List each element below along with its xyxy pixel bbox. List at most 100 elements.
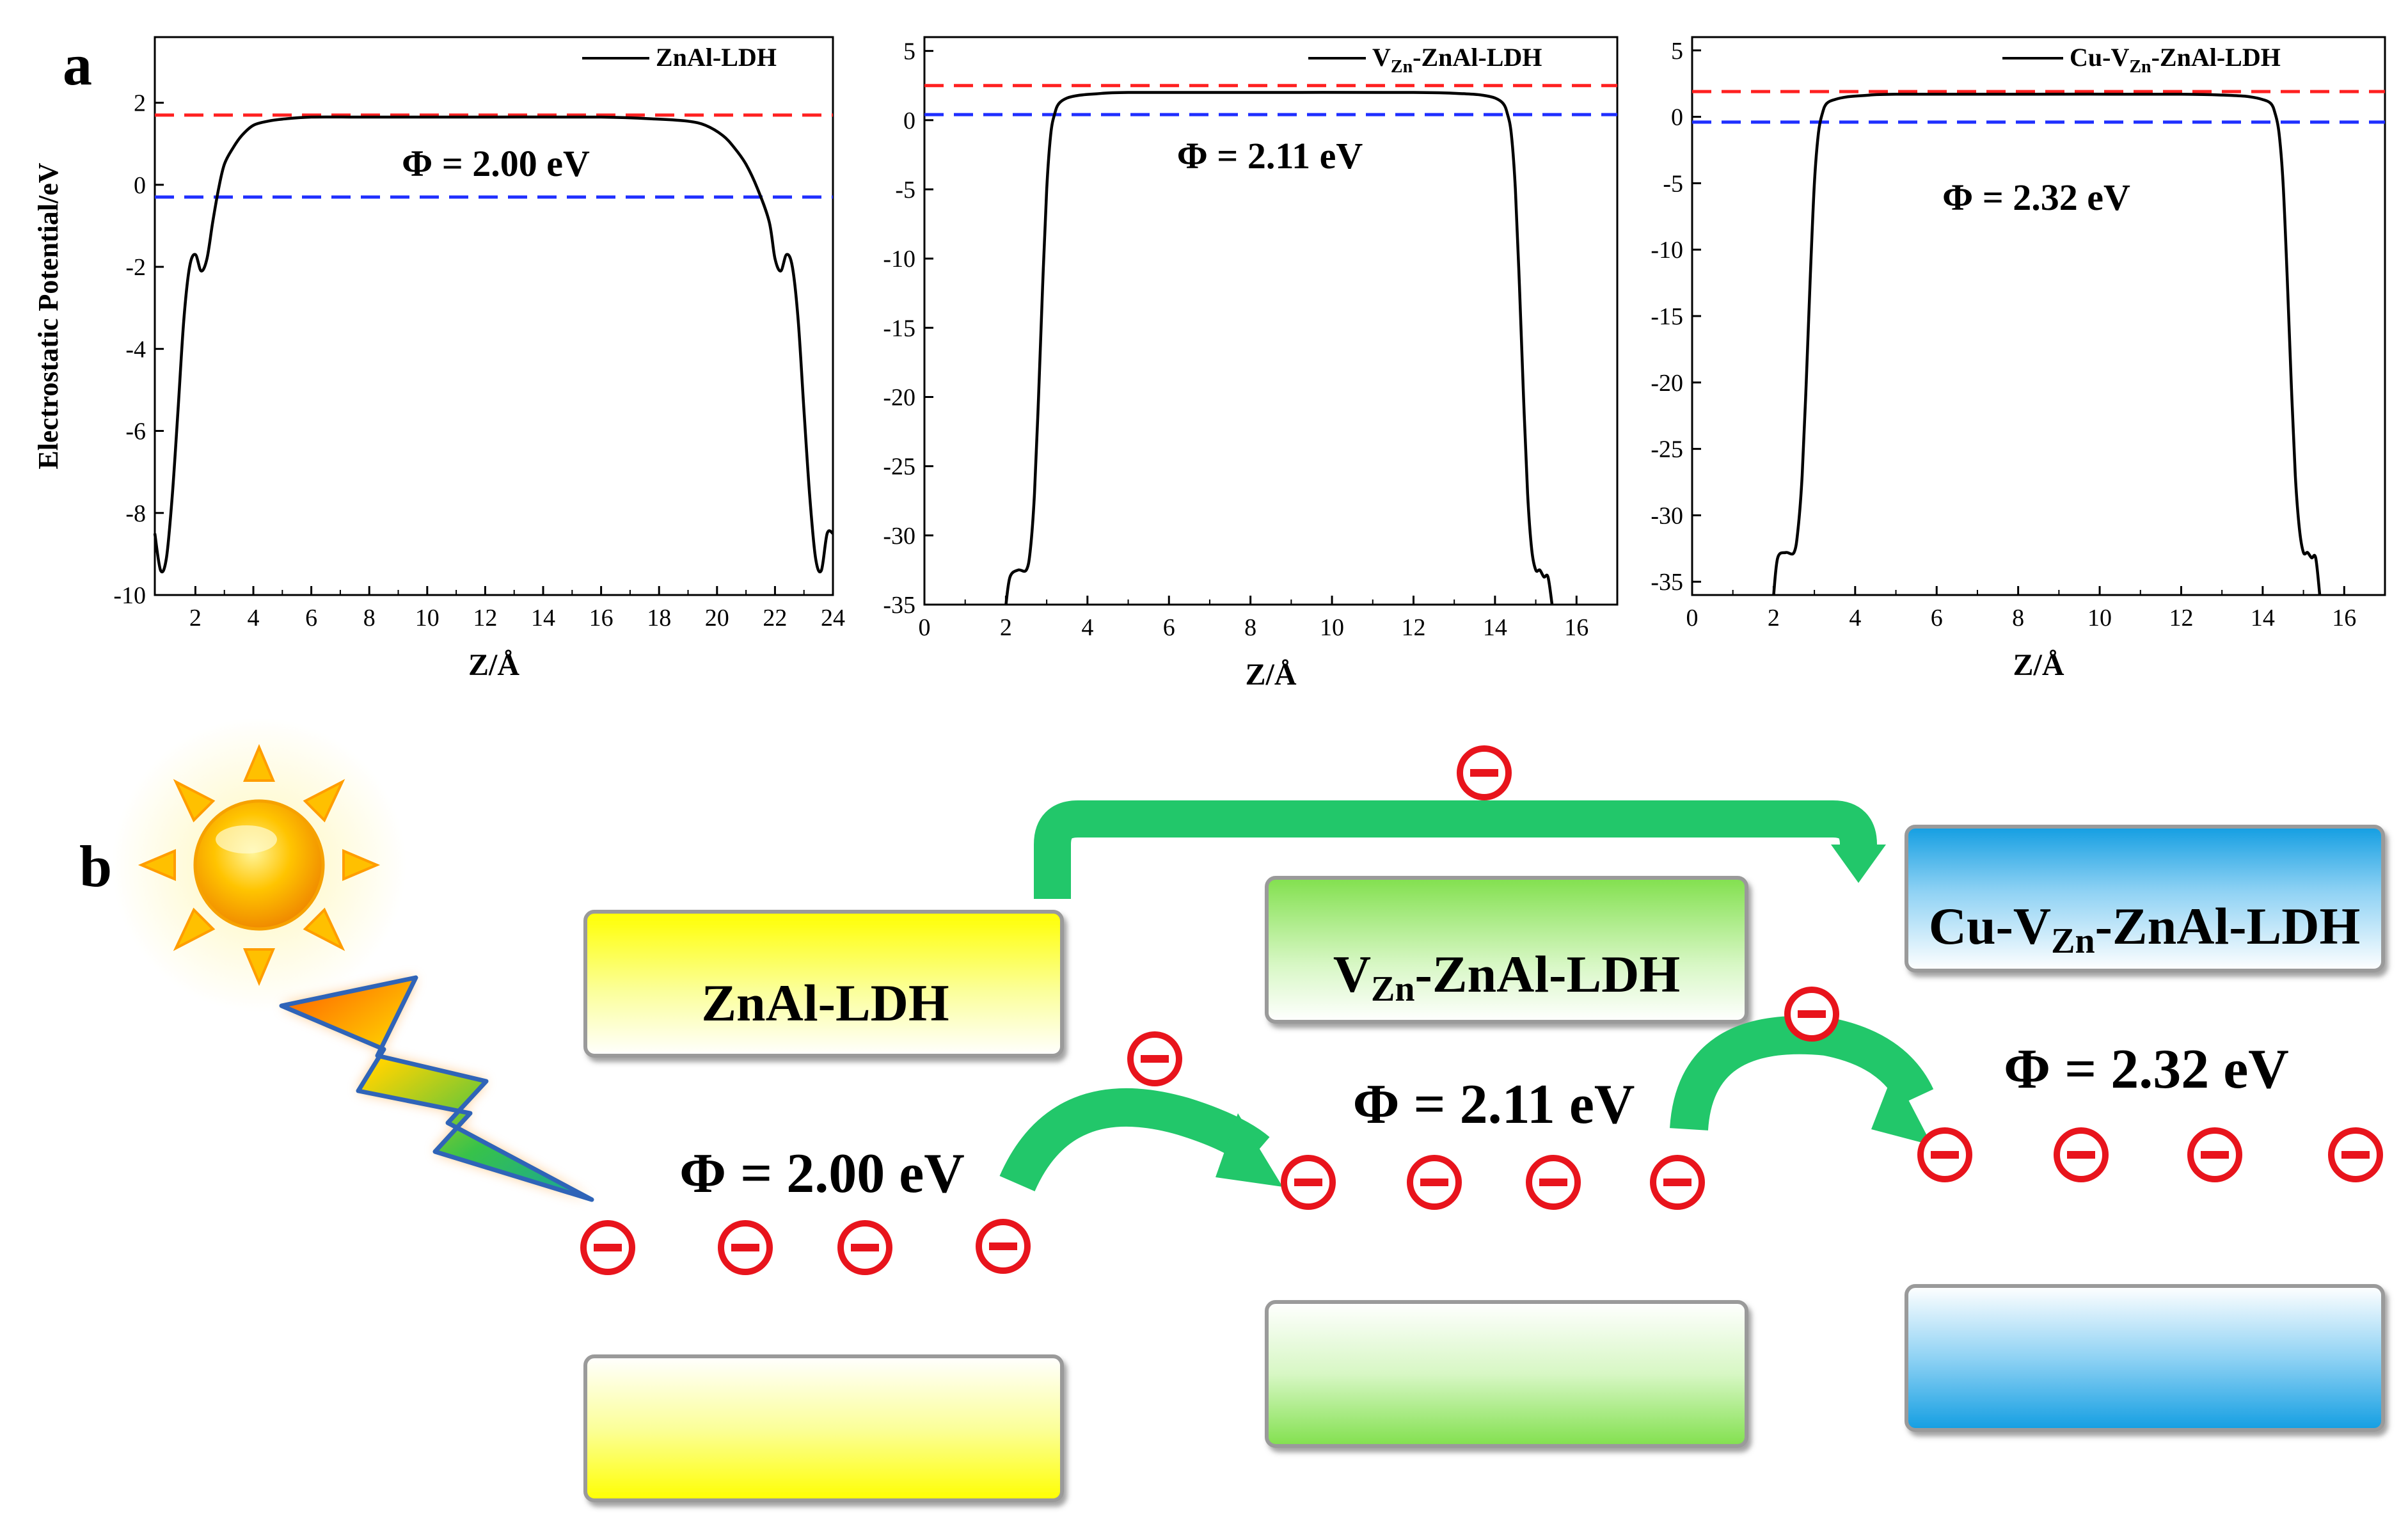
potential-plot-znal: 2 4 6 8 10 12 14 16 18 20 22 24-10-8-6-4-202Z/ÅElec…	[33, 36, 845, 682]
electron-icon	[2328, 1127, 2383, 1182]
y-tick-label: -4	[125, 336, 146, 363]
legend-label: Cu-VZn-ZnAl-LDH	[2070, 43, 2281, 77]
y-tick-label: -20	[1651, 370, 1683, 397]
phi-label-znal: Φ = 2.00 eV	[679, 1143, 965, 1205]
band-cu-conduction	[1905, 825, 2385, 972]
y-tick-label: -35	[1651, 569, 1683, 596]
y-tick-label: -25	[1651, 436, 1683, 463]
band-znal-valence	[583, 1354, 1064, 1502]
x-tick-label: 6	[1931, 605, 1943, 631]
x-tick-label: 4	[248, 605, 260, 631]
phi-label-cu: Φ = 2.32 eV	[2004, 1038, 2289, 1100]
electron-icon	[718, 1220, 773, 1275]
x-tick-label: 12	[2169, 605, 2193, 631]
panel-label-b: b	[79, 834, 112, 899]
x-tick-label: 2	[1768, 605, 1780, 631]
electron-icon	[1281, 1155, 1336, 1210]
x-tick-label: 8	[1244, 614, 1256, 641]
band-cu-label: Cu-VZn-ZnAl-LDH	[1929, 897, 2360, 961]
electron-icon	[1784, 987, 1839, 1042]
electron-icon	[580, 1220, 635, 1275]
x-tick-label: 4	[1081, 614, 1093, 641]
y-tick-label: -2	[125, 254, 146, 281]
x-tick-label: 10	[1320, 614, 1344, 641]
x-tick-label: 14	[531, 605, 555, 631]
x-axis-label: Z/Å	[2013, 648, 2064, 682]
band-znal-label: ZnAl-LDH	[701, 974, 949, 1032]
x-tick-label: 12	[1401, 614, 1425, 641]
electron-icon	[1127, 1031, 1182, 1086]
transfer-arrow-znal-to-vzn	[999, 1088, 1283, 1192]
y-tick-label: -8	[125, 500, 146, 527]
x-axis-label: Z/Å	[1245, 658, 1296, 692]
x-tick-label: 14	[1483, 614, 1507, 641]
plot-frame	[923, 36, 1619, 606]
y-tick-label: 5	[903, 38, 915, 65]
x-tick-label: 2	[1000, 614, 1012, 641]
x-tick-label: 0	[919, 614, 931, 641]
y-tick-label: -10	[113, 582, 146, 609]
electrons	[580, 745, 2383, 1275]
y-tick-label: -15	[1651, 303, 1683, 330]
phi-annotation: Φ = 2.00 eV	[402, 143, 590, 184]
y-tick-label: -20	[883, 384, 915, 411]
band-vzn-valence	[1265, 1300, 1748, 1448]
x-tick-label: 8	[363, 605, 376, 631]
electron-icon	[2054, 1127, 2109, 1182]
x-tick-label: 16	[1564, 614, 1588, 641]
potential-curve	[153, 115, 834, 574]
x-tick-label: 16	[2332, 605, 2356, 631]
band-cu-valence	[1905, 1284, 2385, 1432]
x-tick-label: 16	[589, 605, 614, 631]
band-vzn-conduction	[1265, 876, 1748, 1024]
x-axis-label: Z/Å	[468, 648, 519, 682]
electron-icon	[1650, 1155, 1705, 1210]
transfer-arrow-vzn-to-cu	[1670, 1015, 1934, 1145]
x-tick-label: 2	[189, 605, 202, 631]
sun-icon	[112, 718, 406, 1012]
potential-curve	[1004, 91, 1554, 605]
y-tick-label: -6	[125, 418, 146, 445]
legend-label: VZn-ZnAl-LDH	[1372, 43, 1542, 77]
x-tick-label: 14	[2251, 605, 2275, 631]
y-tick-label: -10	[883, 246, 915, 273]
y-tick-label: -15	[883, 315, 915, 342]
y-tick-label: -5	[895, 177, 915, 203]
y-tick-label: -35	[883, 592, 915, 619]
y-tick-label: 5	[1671, 38, 1683, 65]
y-axis-label: Electrostatic Potential/eV	[33, 163, 64, 470]
band-znal-conduction	[583, 910, 1064, 1058]
x-tick-label: 24	[821, 605, 845, 631]
y-tick-label: -25	[883, 454, 915, 480]
x-tick-label: 0	[1686, 605, 1699, 631]
x-tick-label: 4	[1849, 605, 1861, 631]
x-tick-label: 12	[473, 605, 497, 631]
plot-frame	[154, 36, 834, 596]
electron-icon	[1526, 1155, 1581, 1210]
electron-icon	[1457, 745, 1512, 800]
phi-label-vzn: Φ = 2.11 eV	[1353, 1074, 1635, 1136]
x-tick-label: 6	[1163, 614, 1175, 641]
x-tick-label: 10	[415, 605, 440, 631]
x-tick-label: 20	[705, 605, 729, 631]
y-tick-label: 0	[1671, 104, 1683, 131]
y-tick-label: -30	[883, 523, 915, 550]
electron-icon	[2187, 1127, 2242, 1182]
panel-label-a: a	[63, 32, 92, 97]
electron-icon	[976, 1219, 1031, 1274]
electron-icon	[1407, 1155, 1462, 1210]
legend-label: ZnAl-LDH	[656, 43, 777, 72]
potential-plot-cu-vzn-znal: 0 2 4 6 8 10 12 14 16 -35 -30 -25 -20 -15 -10 -5 0 5 Z/Å Cu…	[1651, 36, 2386, 682]
band-vzn-label: VZn-ZnAl-LDH	[1333, 945, 1680, 1009]
x-tick-label: 6	[305, 605, 317, 631]
electron-icon	[1917, 1127, 1972, 1182]
x-tick-label: 10	[2087, 605, 2112, 631]
y-tick-label: -5	[1663, 170, 1683, 197]
x-tick-label: 18	[647, 605, 671, 631]
electron-icon	[837, 1220, 892, 1275]
potential-plot-vzn-znal: 0 2 4 6 8 10 12 14 16 -35 -30 -25 -20 -15 -10 -5 0 5 Z/Å VZ…	[883, 36, 1619, 692]
y-tick-label: 0	[903, 107, 915, 134]
y-tick-label: 0	[134, 172, 146, 199]
band-diagram: ZnAl-LDH VZn-ZnAl-LDH Cu-VZn-ZnAl-LDH	[583, 825, 2385, 1502]
potential-curve	[1772, 92, 2322, 596]
